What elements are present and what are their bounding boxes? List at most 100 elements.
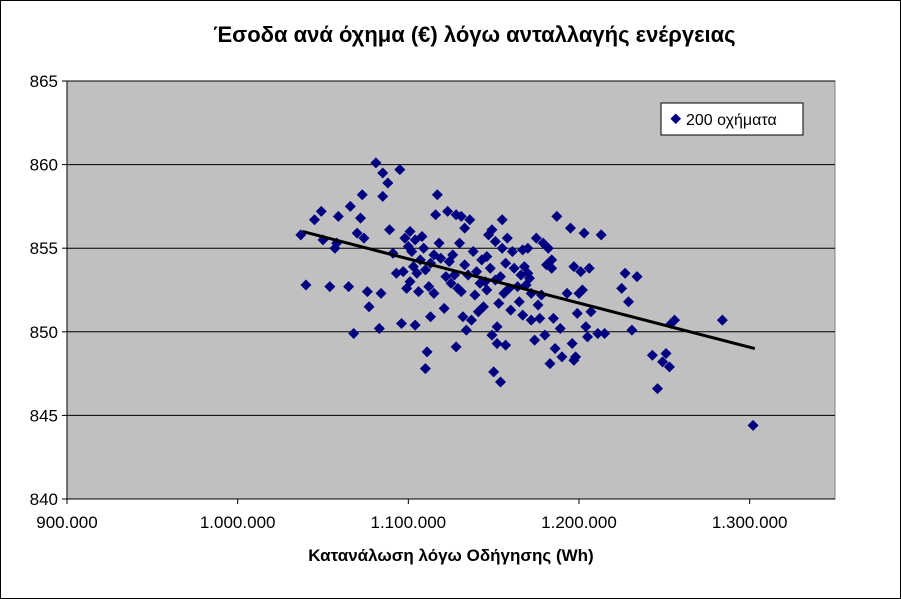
data-point [582, 331, 594, 343]
data-point [716, 314, 728, 326]
data-point [595, 229, 607, 241]
data-point [570, 351, 582, 363]
y-axis-ticks: 840 845 850 855 860 865 [30, 72, 67, 509]
data-point [413, 286, 425, 298]
data-point [657, 356, 669, 368]
data-point [438, 302, 450, 314]
data-point [419, 363, 431, 375]
data-point [491, 338, 503, 350]
data-point [469, 289, 481, 301]
y-tick-label: 850 [30, 323, 58, 342]
legend-box [660, 102, 804, 136]
data-point [626, 324, 638, 336]
data-point [517, 309, 529, 321]
data-point [500, 257, 512, 269]
data-point [571, 307, 583, 319]
data-point [542, 242, 554, 254]
y-tick-label: 845 [30, 406, 58, 425]
data-point [356, 189, 368, 201]
data-point [459, 222, 471, 234]
data-point [418, 242, 430, 254]
data-point [460, 324, 472, 336]
x-tick-label: 1.100.000 [371, 513, 447, 532]
data-point [747, 419, 759, 431]
data-point [477, 301, 489, 313]
data-point [622, 296, 634, 308]
legend: 200 οχήματα [660, 102, 804, 136]
data-point [489, 236, 501, 248]
data-point [561, 287, 573, 299]
data-point [467, 246, 479, 258]
data-point [530, 232, 542, 244]
data-points [295, 157, 759, 431]
data-point [494, 376, 506, 388]
data-point [592, 327, 604, 339]
data-point [493, 297, 505, 309]
data-point [544, 358, 556, 370]
data-point [308, 214, 320, 226]
data-point [430, 209, 442, 221]
data-point [566, 338, 578, 350]
data-point [583, 262, 595, 274]
data-point [546, 262, 558, 274]
data-point [663, 361, 675, 373]
data-point [669, 314, 681, 326]
trendline [302, 230, 756, 350]
x-axis-ticks: 900.000 1.000.000 1.100.000 1.200.000 1.300.… [36, 499, 787, 532]
data-point [496, 242, 508, 254]
data-point [652, 383, 664, 395]
data-point [377, 190, 389, 202]
data-point [397, 266, 409, 278]
data-point [660, 348, 672, 360]
plot-area [66, 80, 836, 500]
data-point [464, 214, 476, 226]
data-point [491, 321, 503, 333]
data-point [524, 272, 536, 284]
legend-label: 200 οχήματα [686, 112, 777, 129]
data-point [529, 334, 541, 346]
data-point [494, 271, 506, 283]
data-point [399, 232, 411, 244]
data-point [564, 222, 576, 234]
data-point [442, 205, 454, 217]
data-point [375, 287, 387, 299]
data-point [476, 254, 488, 266]
data-point [373, 322, 385, 334]
data-point [409, 319, 421, 331]
gridlines [67, 80, 835, 416]
data-point [404, 276, 416, 288]
data-point [363, 301, 375, 313]
data-point [435, 252, 447, 264]
y-tick-label: 840 [30, 490, 58, 509]
data-point [396, 317, 408, 329]
data-point [348, 327, 360, 339]
data-point [447, 249, 459, 261]
data-point [459, 259, 471, 271]
data-point [343, 281, 355, 293]
data-point [486, 329, 498, 341]
data-point [315, 205, 327, 217]
data-point [616, 282, 628, 294]
data-point [457, 311, 469, 323]
data-point [481, 251, 493, 263]
data-point [505, 304, 517, 316]
data-point [394, 164, 406, 176]
data-point [455, 210, 467, 222]
data-point [513, 296, 525, 308]
data-point [450, 341, 462, 353]
data-point [370, 157, 382, 169]
data-point [344, 200, 356, 212]
data-point [546, 254, 558, 266]
data-point [481, 284, 493, 296]
data-point [455, 286, 467, 298]
data-point [411, 267, 423, 279]
x-axis-label: Κατανάλωση λόγω Οδήγησης (Wh) [308, 546, 594, 565]
data-point [646, 349, 658, 361]
data-point [496, 214, 508, 226]
data-point [416, 230, 428, 242]
data-point [454, 237, 466, 249]
data-point [484, 262, 496, 274]
data-point [406, 246, 418, 258]
data-point [404, 225, 416, 237]
